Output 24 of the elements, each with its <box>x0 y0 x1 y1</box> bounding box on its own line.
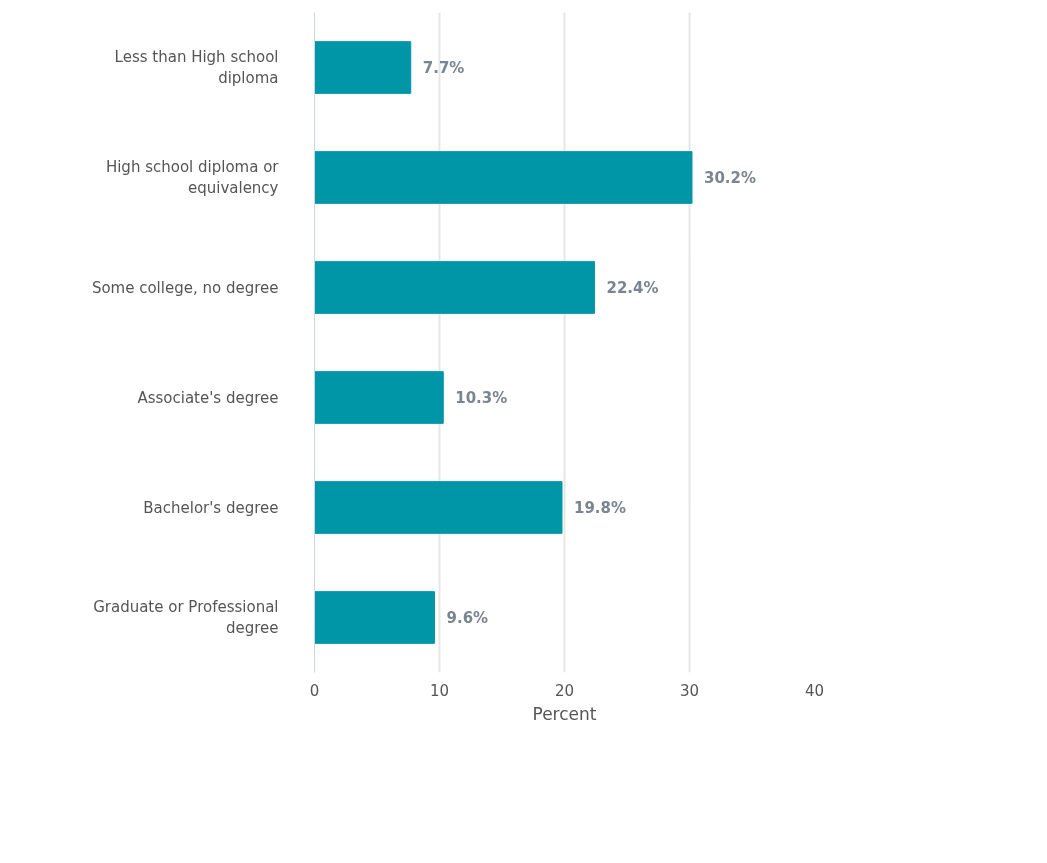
x-tick-label: 30 <box>679 681 700 700</box>
y-tick-label: Associate's degree <box>137 388 279 407</box>
x-axis-title: Percent <box>532 703 597 724</box>
data-label: 19.8% <box>574 498 627 517</box>
data-label: 9.6% <box>446 608 489 627</box>
y-tick-label: High school diploma or equivalency <box>105 157 280 198</box>
x-tick-label: 10 <box>429 681 450 700</box>
bar <box>314 371 444 424</box>
bar <box>314 591 435 644</box>
x-tick-label: 0 <box>309 681 320 700</box>
bar <box>314 481 563 534</box>
y-tick-label: Less than High school diploma <box>114 47 279 88</box>
bar <box>314 41 412 94</box>
data-label: 30.2% <box>704 168 757 187</box>
y-tick-label: Bachelor's degree <box>143 498 279 517</box>
data-label: 22.4% <box>606 278 659 297</box>
bar <box>314 261 595 314</box>
y-tick-label: Graduate or Professional degree <box>93 597 279 638</box>
x-tick-label: 20 <box>554 681 575 700</box>
data-label: 7.7% <box>422 58 465 77</box>
data-label: 10.3% <box>455 388 508 407</box>
y-tick-label: Some college, no degree <box>91 278 279 297</box>
x-tick-label: 40 <box>804 681 825 700</box>
bar <box>314 151 693 204</box>
